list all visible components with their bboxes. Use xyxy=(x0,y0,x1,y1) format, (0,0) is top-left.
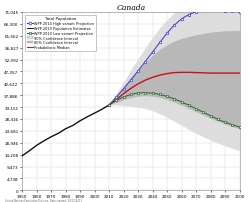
Title: Canada: Canada xyxy=(116,4,145,12)
Legend: WPP 2010 High variant Projection, WPP 2010 Population Estimates, WPP 2010 Low va: WPP 2010 High variant Projection, WPP 20… xyxy=(25,16,96,52)
Text: United Nations Population Division  Date created: 20/12/2011: United Nations Population Division Date … xyxy=(5,198,82,202)
